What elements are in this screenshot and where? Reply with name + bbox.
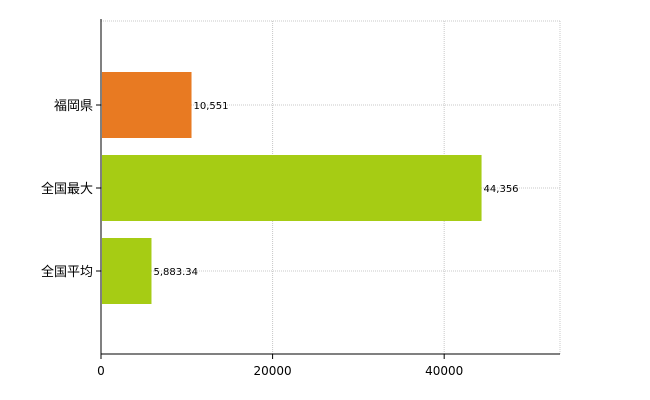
bar [102,72,192,138]
axes [96,19,560,355]
x-tick-label: 20000 [253,364,291,378]
data-labels: 10,551 44,356 5,883.34 [153,101,518,278]
data-label: 10,551 [194,101,229,112]
y-tick-label: 全国最大 [41,181,93,197]
y-tick-label: 福岡県 [54,99,93,114]
y-tick-label: 全国平均 [41,264,93,280]
bars [102,72,482,304]
x-tick-label: 40000 [425,364,463,378]
bar [102,155,482,221]
data-label: 5,883.34 [153,267,198,278]
x-tick-label: 0 [97,364,105,378]
data-label: 44,356 [484,184,519,195]
bar [102,238,152,304]
x-axis-ticks: 0 20000 40000 [97,354,463,378]
